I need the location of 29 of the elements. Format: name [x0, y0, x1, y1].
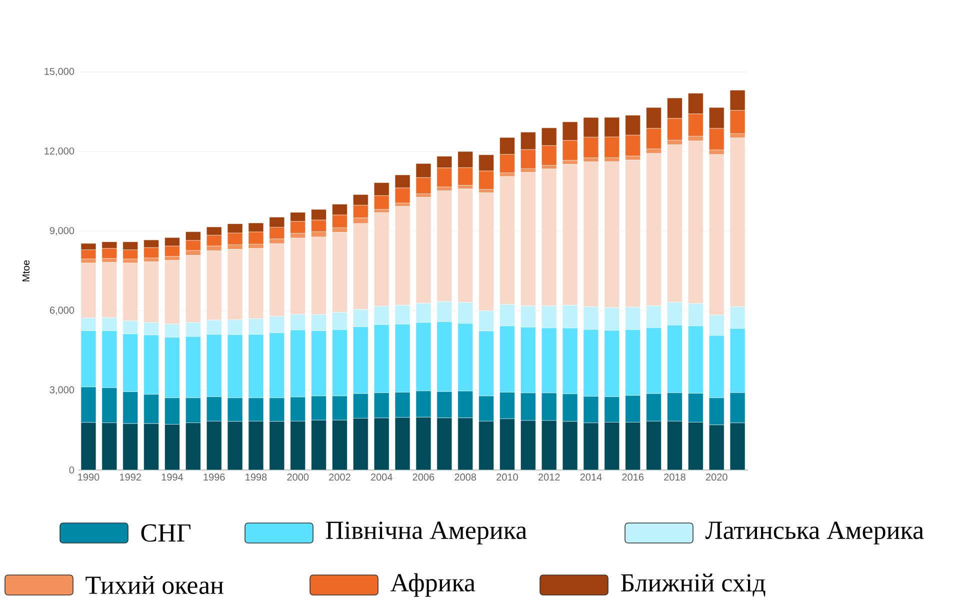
x-tick-label: 2006: [412, 474, 434, 481]
y-tick-label: 0: [69, 466, 74, 474]
x-tick-label: 2020: [706, 474, 728, 481]
x-tick-label: 1996: [204, 474, 225, 481]
legend-label: Африка: [390, 573, 476, 597]
x-tick-label: 2008: [454, 474, 476, 481]
legend-label: СНГ: [141, 524, 191, 542]
y-axis-title: Mtoe: [22, 260, 30, 282]
x-tick-label: 2000: [287, 474, 309, 481]
x-tick-label: 2018: [664, 474, 686, 481]
y-tick-label: 6,000: [50, 306, 74, 315]
x-tick-label: 1992: [120, 474, 141, 481]
y-tick-label: 3,000: [50, 386, 74, 395]
legend-label: Латинська Америка: [705, 522, 924, 544]
x-tick-label: 2010: [496, 474, 518, 481]
legend-label: Ближній схід: [620, 574, 766, 596]
x-tick-label: 2016: [622, 474, 644, 481]
y-tick-label: 15,000: [44, 68, 74, 76]
legend-label: Північна Америка: [326, 522, 527, 544]
y-tick-label: 12,000: [44, 147, 74, 156]
x-tick-label: 1998: [246, 474, 267, 481]
x-tick-label: 2002: [329, 474, 350, 481]
x-tick-label: 2014: [580, 474, 602, 481]
legend-label: Тихий океан: [86, 576, 224, 594]
x-tick-label: 1990: [78, 474, 100, 481]
x-tick-label: 2012: [538, 474, 560, 481]
x-tick-label: 1994: [162, 474, 184, 481]
y-tick-label: 9,000: [50, 227, 74, 236]
x-tick-label: 2004: [370, 474, 392, 481]
